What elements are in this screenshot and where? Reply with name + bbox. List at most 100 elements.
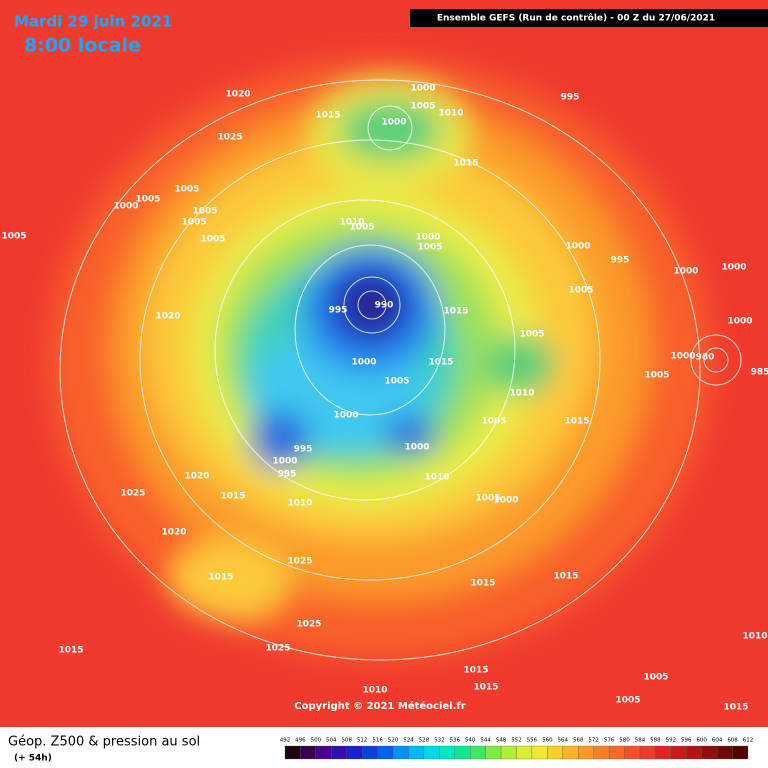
scale-label: 536 — [450, 738, 461, 744]
isobar-label: 1005 — [644, 371, 669, 381]
scale-swatch — [346, 745, 363, 760]
isobar-label: 1005 — [481, 417, 506, 427]
scale-swatch — [531, 745, 548, 760]
scale-label: 556 — [527, 738, 538, 744]
isobar-label: 1025 — [265, 644, 290, 654]
isobar-label: 1010 — [742, 632, 767, 642]
time: 8:00 locale — [24, 35, 141, 57]
scale-label: 592 — [666, 738, 677, 744]
isobar-label: 1015 — [553, 572, 578, 582]
isobar-label: 1000 — [727, 317, 752, 327]
isobar-label: 985 — [751, 368, 768, 378]
isobar-label: 1025 — [217, 133, 242, 143]
isobar-label: 1005 — [181, 218, 206, 228]
isobar-label: 1025 — [120, 489, 145, 499]
scale-swatch — [377, 745, 394, 760]
isobar-label: 1005 — [192, 207, 217, 217]
isobar-label: 1005 — [568, 286, 593, 296]
scale-label: 540 — [465, 738, 476, 744]
scale-label: 548 — [496, 738, 507, 744]
isobar-label: 1015 — [428, 358, 453, 368]
isobar-label: 995 — [561, 93, 580, 103]
geopotential-field — [50, 60, 710, 660]
scale-label: 612 — [743, 738, 754, 744]
scale-label: 544 — [480, 738, 491, 744]
isobar-label: 1015 — [463, 666, 488, 676]
scale-swatch — [655, 745, 671, 760]
isobar-label: 1020 — [155, 312, 180, 322]
isobar-label: 1020 — [225, 90, 250, 100]
scale-label: 528 — [419, 738, 430, 744]
scale-swatch — [716, 745, 733, 760]
isobar-label: 1000 — [381, 118, 406, 128]
isobar-label: 1015 — [470, 579, 495, 589]
isobar-label: 1005 — [135, 195, 160, 205]
scale-label: 520 — [388, 738, 399, 744]
scale-label: 532 — [434, 738, 445, 744]
scale-swatch — [639, 745, 656, 760]
isobar-label: 1005 — [349, 223, 374, 233]
isobar-label: 1000 — [351, 358, 376, 368]
isobar-label: 1015 — [220, 492, 245, 502]
scale-label: 576 — [604, 738, 615, 744]
isobar-label: 1015 — [58, 646, 83, 656]
isobar-label: 1005 — [643, 673, 668, 683]
footer-title: Géop. Z500 & pression au sol — [8, 735, 200, 750]
isobar-label: 1010 — [438, 109, 463, 119]
scale-label: 584 — [635, 738, 646, 744]
isobar-label: 995 — [294, 445, 313, 455]
scale-swatch — [392, 745, 409, 760]
isobar-label: 1015 — [443, 307, 468, 317]
isobar-label: 1000 — [404, 443, 429, 453]
isobar-label: 1005 — [519, 330, 544, 340]
isobar-label: 1000 — [415, 233, 440, 243]
scale-label: 580 — [619, 738, 630, 744]
scale-label: 496 — [295, 738, 306, 744]
isobar-label: 1000 — [272, 457, 297, 467]
isobar-label: 1000 — [673, 267, 698, 277]
scale-label: 564 — [558, 738, 569, 744]
scale-swatch — [516, 745, 533, 760]
isobar-label: 980 — [696, 353, 715, 363]
scale-swatch — [732, 745, 749, 760]
scale-label: 508 — [341, 738, 352, 744]
isobar-label: 1005 — [615, 696, 640, 706]
scale-swatch — [547, 745, 563, 760]
scale-swatch — [686, 745, 702, 760]
isobar-label: 1015 — [208, 573, 233, 583]
isobar-label: 1010 — [424, 473, 449, 483]
isobar-label: 1015 — [473, 683, 498, 693]
scale-label: 552 — [511, 738, 522, 744]
isobar-label: 1025 — [296, 620, 321, 630]
isobar-label: 990 — [375, 301, 394, 311]
scale-label: 572 — [588, 738, 599, 744]
lead-time: (+ 54h) — [14, 754, 52, 764]
isobar-label: 1015 — [723, 703, 748, 713]
run-banner — [410, 9, 768, 27]
scale-swatch — [562, 745, 579, 760]
isobar-label: 1005 — [384, 377, 409, 387]
isobar-label: 1005 — [200, 235, 225, 245]
isobar-label: 1010 — [509, 389, 534, 399]
scale-label: 600 — [696, 738, 707, 744]
scale-label: 604 — [712, 738, 723, 744]
scale-label: 516 — [372, 738, 383, 744]
isobar-label: 995 — [278, 470, 297, 480]
scale-swatch — [624, 745, 641, 760]
scale-label: 596 — [681, 738, 692, 744]
scale-swatch — [315, 745, 332, 760]
scale-label: 568 — [573, 738, 584, 744]
isobar-label: 1005 — [410, 102, 435, 112]
scale-label: 608 — [727, 738, 738, 744]
scale-label: 512 — [357, 738, 368, 744]
isobar-label: 1005 — [475, 494, 500, 504]
color-scale: 492 496 500 504 508 512 516 520 524 528 532 536 540 5… — [280, 738, 754, 760]
isobar-label: 1010 — [362, 686, 387, 696]
scale-label: 588 — [650, 738, 661, 744]
scale-swatch — [593, 745, 610, 760]
isobar-label: 1005 — [1, 232, 26, 242]
scale-swatch — [284, 745, 301, 760]
isobar-label: 1010 — [287, 499, 312, 509]
scale-swatch — [331, 745, 347, 760]
